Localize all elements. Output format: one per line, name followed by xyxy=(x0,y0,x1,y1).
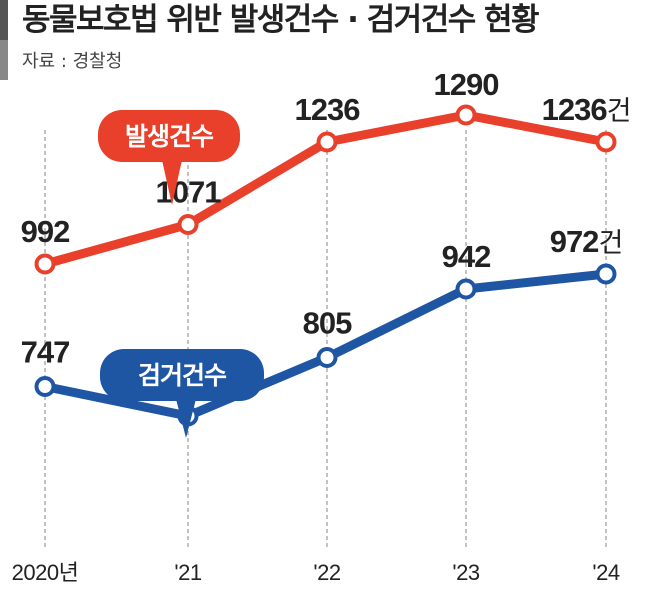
x-tick-label: '21 xyxy=(174,560,201,585)
data-label: 1236건 xyxy=(542,92,631,127)
legend-label: 검거건수 xyxy=(138,361,227,390)
data-point xyxy=(34,253,56,275)
data-point xyxy=(455,104,477,126)
x-tick-label: '23 xyxy=(452,560,479,585)
legend-pointer xyxy=(162,160,182,205)
title-accent-bar xyxy=(0,0,8,40)
source-label: 자료 : 경찰청 xyxy=(22,51,123,72)
unit-label: 건 xyxy=(607,96,631,127)
data-label: 992 xyxy=(21,214,70,249)
legend-pointer xyxy=(176,399,196,438)
data-label: 805 xyxy=(303,306,352,341)
data-label: 942 xyxy=(442,239,491,274)
data-point xyxy=(595,131,617,153)
legend-label: 발생건수 xyxy=(125,122,214,151)
data-label: 1236 xyxy=(295,92,361,127)
legend-bubble xyxy=(100,349,264,401)
data-point xyxy=(316,131,338,153)
legend-bubble xyxy=(98,110,240,162)
x-tick-label: '24 xyxy=(592,560,619,585)
data-point xyxy=(595,263,617,285)
unit-label: 건 xyxy=(598,228,622,259)
data-label: 972건 xyxy=(550,224,623,259)
data-point xyxy=(34,376,56,397)
data-label: 747 xyxy=(21,335,70,370)
data-label: 1290 xyxy=(434,67,499,102)
source-accent-bar xyxy=(0,40,8,80)
x-tick-label: '22 xyxy=(313,560,340,585)
data-point xyxy=(177,214,199,235)
data-point xyxy=(455,278,477,300)
data-point xyxy=(316,347,338,368)
x-tick-label: 2020년 xyxy=(12,560,79,585)
chart-title: 동물보호법 위반 발생건수 · 검거건수 현황 xyxy=(22,2,540,38)
data-label: 1071 xyxy=(156,175,222,210)
